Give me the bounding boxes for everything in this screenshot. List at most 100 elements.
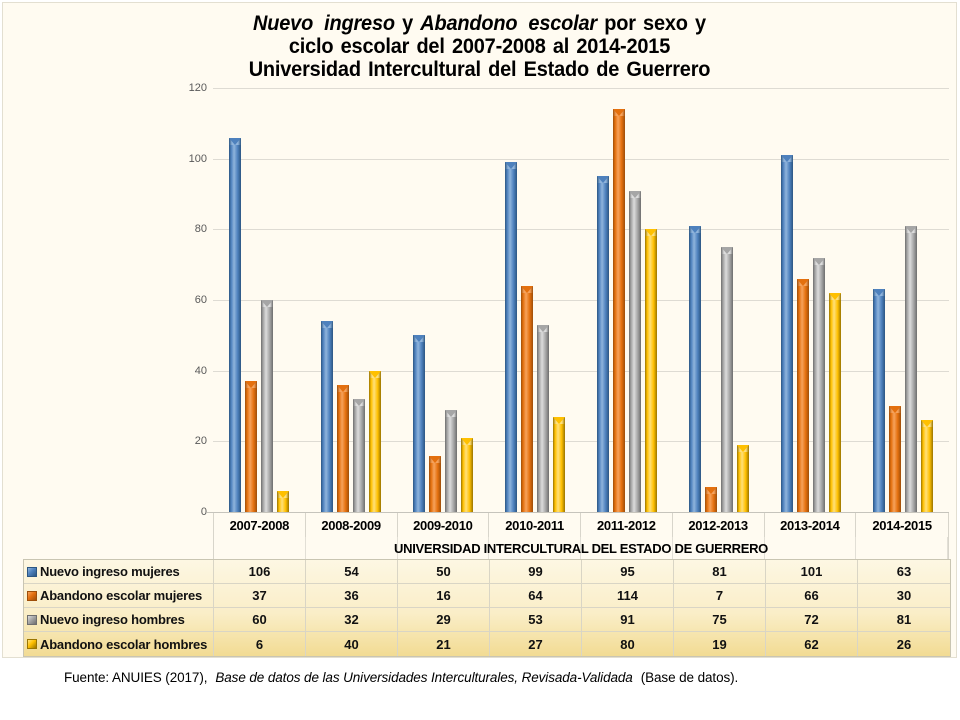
bar-top-bevel [321,321,333,329]
bar-nuevo-ingreso-mujeres-2011-2012 [597,176,609,512]
bar-top-bevel [597,176,609,184]
legend-row-label: Nuevo ingreso hombres [24,608,214,632]
category-label-2013-2014: 2013-2014 [765,513,857,537]
series-name: Abandono escolar mujeres [40,588,203,603]
table-value-2009-2010: 16 [398,584,490,608]
bar-top-bevel [277,490,289,498]
category-label-2012-2013: 2012-2013 [673,513,765,537]
legend-row-label: Abandono escolar hombres [24,632,214,656]
bar-top-bevel [813,257,825,265]
table-value-2014-2015: 30 [858,584,950,608]
chart-title-line1: Nuevo ingreso y Abandono escolar por sex… [27,12,932,35]
table-value-2012-2013: 75 [674,608,766,632]
bar-nuevo-ingreso-mujeres-2009-2010 [413,335,425,512]
bar-top-bevel [797,278,809,286]
bar-top-bevel [905,225,917,233]
bar-abandono-escolar-hombres-2011-2012 [645,229,657,512]
category-label-2007-2008: 2007-2008 [214,513,306,537]
table-value-2010-2011: 64 [490,584,582,608]
gridline-y80 [213,229,949,231]
bar-top-bevel [229,137,241,145]
table-value-2013-2014: 66 [766,584,858,608]
bar-nuevo-ingreso-hombres-2010-2011 [537,324,549,512]
gridline-y100 [213,158,949,160]
bar-top-bevel [353,398,365,406]
table-value-2011-2012: 114 [582,584,674,608]
table-value-2008-2009: 32 [306,608,398,632]
bar-top-bevel [613,109,625,117]
table-value-2012-2013: 19 [674,632,766,656]
series-name: Nuevo ingreso mujeres [40,564,180,579]
bar-top-bevel [705,487,717,495]
series-name: Abandono escolar hombres [40,636,208,652]
bar-top-bevel [553,416,565,424]
source-note-italic: Base de datos de las Universidades Inter… [215,670,633,685]
gridline-y40 [213,370,949,372]
bar-abandono-escolar-mujeres-2012-2013 [705,487,717,512]
x-axis-title-row: UNIVERSIDAD INTERCULTURAL DEL ESTADO DE … [213,537,949,559]
table-value-2007-2008: 60 [214,608,306,632]
table-value-2010-2011: 53 [490,608,582,632]
bar-abandono-escolar-hombres-2012-2013 [737,444,749,512]
gridline-y20 [213,441,949,443]
bar-nuevo-ingreso-mujeres-2012-2013 [689,225,701,512]
bar-abandono-escolar-hombres-2008-2009 [369,370,381,512]
source-note-suffix: (Base de datos). [640,670,739,685]
table-value-2013-2014: 62 [766,632,858,656]
bar-top-bevel [261,300,273,307]
legend-key-icon [27,639,37,649]
bar-abandono-escolar-hombres-2010-2011 [553,416,565,512]
legend-key-icon [27,590,37,601]
y-axis-tick-label: 60 [194,294,207,306]
table-value-2007-2008: 6 [214,632,306,656]
x-axis-title: UNIVERSIDAD INTERCULTURAL DEL ESTADO DE … [394,540,768,556]
bar-nuevo-ingreso-hombres-2012-2013 [721,247,733,512]
x-axis-category-labels: 2007-2008 2008-2009 2009-2010 2010-2011 2011… [213,513,949,537]
bar-nuevo-ingreso-mujeres-2010-2011 [505,162,517,512]
bar-abandono-escolar-hombres-2009-2010 [461,437,473,512]
table-value-2009-2010: 50 [398,560,490,584]
bar-abandono-escolar-mujeres-2007-2008 [245,381,257,512]
table-value-2008-2009: 36 [306,584,398,608]
bar-abandono-escolar-mujeres-2010-2011 [521,285,533,512]
y-axis-tick-label: 100 [188,152,207,165]
bar-top-bevel [645,229,657,237]
bar-abandono-escolar-hombres-2007-2008 [277,490,289,512]
table-value-2011-2012: 80 [582,632,674,656]
bar-abandono-escolar-mujeres-2008-2009 [337,384,349,512]
bar-top-bevel [781,155,793,163]
table-value-2010-2011: 27 [490,632,582,656]
bar-top-bevel [413,335,425,343]
data-table-legend: Nuevo ingreso mujeres 106 54 50 99 95 81 101 63 A… [23,559,951,657]
bar-top-bevel [921,420,933,428]
x-axis-title-cell [673,537,765,559]
bar-top-bevel [337,384,349,392]
y-axis-tick-label: 20 [194,435,207,448]
bar-abandono-escolar-hombres-2014-2015 [921,420,933,512]
y-axis-tick-label: 120 [188,82,207,94]
table-value-2009-2010: 29 [398,608,490,632]
title-segment: por sexo y [596,12,706,35]
bar-top-bevel [829,292,841,300]
legend-key-icon [27,614,37,625]
table-value-2009-2010: 21 [398,632,490,656]
bar-top-bevel [737,444,749,452]
category-label-2009-2010: 2009-2010 [398,513,490,537]
source-note: Fuente: ANUIES (2017), Base de datos de l… [64,670,738,685]
x-axis-title-cell [765,537,857,559]
bar-abandono-escolar-mujeres-2009-2010 [429,455,441,512]
gridline-y120 [213,88,949,89]
x-axis-title-cell [398,537,490,559]
table-value-2012-2013: 81 [674,560,766,584]
table-value-2008-2009: 40 [306,632,398,656]
table-value-2014-2015: 81 [858,608,950,632]
title-segment: Abandono escolar [420,12,597,35]
x-axis-title-cell [856,537,948,559]
table-value-2007-2008: 106 [214,560,306,584]
bar-top-bevel [689,225,701,233]
bar-top-bevel [245,381,257,389]
source-note-prefix: Fuente: ANUIES (2017), [64,670,208,685]
bar-nuevo-ingreso-mujeres-2013-2014 [781,155,793,512]
bar-abandono-escolar-mujeres-2014-2015 [889,406,901,512]
